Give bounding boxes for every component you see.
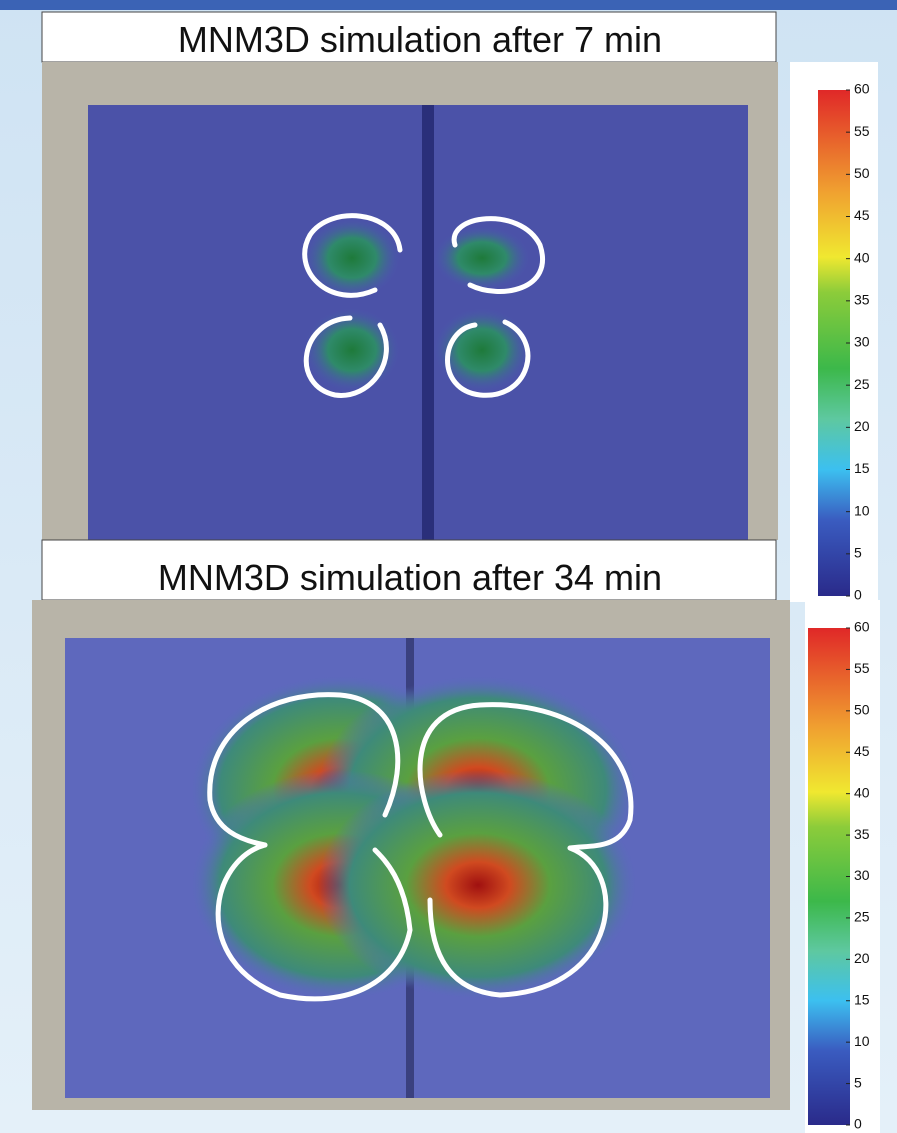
colorbar (808, 628, 850, 1125)
colorbar-tick-label: 25 (854, 376, 870, 392)
colorbar-tick-label: 10 (854, 1033, 870, 1049)
colorbar-tick-label: 60 (854, 81, 870, 97)
panel-title: MNM3D simulation after 7 min (178, 19, 662, 60)
colorbar-tick-label: 10 (854, 502, 870, 518)
colorbar-tick-label: 35 (854, 826, 870, 842)
colorbar-tick-label: 55 (854, 123, 870, 139)
colorbar-tick-label: 35 (854, 292, 870, 308)
scene: MNM3D simulation after 7 min MNM3D simul… (0, 0, 897, 1133)
colorbar-tick-label: 25 (854, 909, 870, 925)
colorbar (818, 90, 850, 596)
colorbar-tick-label: 45 (854, 207, 870, 223)
colorbar-tick-label: 40 (854, 784, 870, 800)
colorbar-tick-label: 60 (854, 619, 870, 635)
panel-title: MNM3D simulation after 34 min (158, 557, 662, 598)
simulation-image (32, 600, 790, 1110)
top-band (0, 0, 897, 10)
colorbar-tick-label: 40 (854, 249, 870, 265)
colorbar-tick-label: 15 (854, 460, 870, 476)
colorbar-tick-label: 20 (854, 418, 870, 434)
colorbar-tick-label: 55 (854, 660, 870, 676)
simulation-image (42, 62, 778, 540)
page: {"panels": [ {"title": "MNM3D simulation… (0, 0, 897, 1133)
colorbar-tick-label: 0 (854, 587, 862, 603)
colorbar-tick-label: 0 (854, 1116, 862, 1132)
colorbar-tick-label: 15 (854, 991, 870, 1007)
colorbar-tick-label: 30 (854, 334, 870, 350)
colorbar-tick-label: 5 (854, 545, 862, 561)
colorbar-tick-label: 20 (854, 950, 870, 966)
colorbar-tick-label: 45 (854, 743, 870, 759)
colorbar-tick-label: 5 (854, 1074, 862, 1090)
colorbar-tick-label: 50 (854, 165, 870, 181)
colorbar-tick-label: 50 (854, 702, 870, 718)
colorbar-tick-label: 30 (854, 867, 870, 883)
